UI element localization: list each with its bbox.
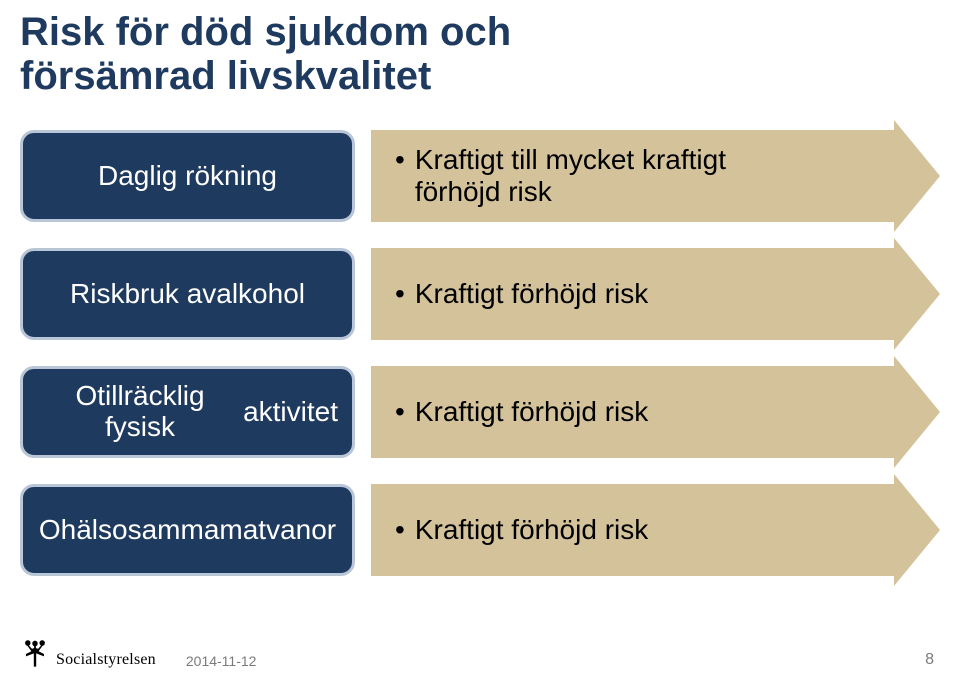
- risk-row: Daglig rökning • Kraftigt till mycket kra…: [20, 126, 940, 226]
- bullet-icon: •: [395, 144, 405, 176]
- footer: Socialstyrelsen 2014-11-12: [20, 639, 256, 669]
- arrow-head-icon: [894, 356, 940, 468]
- title-line-1: Risk för död sjukdom och: [20, 10, 511, 54]
- arrow-line-1: Kraftigt till mycket kraftigt: [415, 144, 726, 175]
- arrow-body: •Kraftigt till mycket kraftigt •förhöjd …: [371, 130, 894, 222]
- pill-label-line-2: alkohol: [216, 279, 305, 310]
- pill-wrap: Otillräcklig fysisk aktivitet: [20, 362, 355, 462]
- arrow-body: • Kraftigt förhöjd risk: [371, 484, 894, 576]
- risk-row: Otillräcklig fysisk aktivitet • Kraftigt …: [20, 362, 940, 462]
- bullet-icon: •: [395, 514, 405, 546]
- pill-wrap: Ohälsosamma matvanor: [20, 480, 355, 580]
- slide-title: Risk för död sjukdom och försämrad livsk…: [20, 10, 940, 98]
- risk-arrow: •Kraftigt till mycket kraftigt •förhöjd …: [371, 126, 940, 226]
- arrow-head-icon: [894, 474, 940, 586]
- risk-row: Ohälsosamma matvanor • Kraftigt förhöjd r…: [20, 480, 940, 580]
- org-name: Socialstyrelsen: [56, 651, 156, 669]
- arrow-text: • Kraftigt förhöjd risk: [395, 514, 648, 546]
- risk-pill-alcohol: Riskbruk av alkohol: [20, 248, 355, 340]
- risk-row: Riskbruk av alkohol • Kraftigt förhöjd ri…: [20, 244, 940, 344]
- pill-wrap: Daglig rökning: [20, 126, 355, 226]
- risk-pill-physical: Otillräcklig fysisk aktivitet: [20, 366, 355, 458]
- crown-logo-icon: [20, 639, 50, 669]
- pill-label-line-1: Ohälsosamma: [39, 515, 220, 546]
- arrow-line-1: Kraftigt förhöjd risk: [415, 278, 648, 309]
- pill-label-line-1: Riskbruk av: [70, 279, 216, 310]
- risk-rows: Daglig rökning • Kraftigt till mycket kra…: [20, 126, 940, 580]
- pill-label-line-2: aktivitet: [243, 397, 338, 428]
- arrow-head-icon: [894, 120, 940, 232]
- footer-date: 2014-11-12: [186, 653, 257, 669]
- org-logo: Socialstyrelsen: [20, 639, 156, 669]
- arrow-body: • Kraftigt förhöjd risk: [371, 248, 894, 340]
- arrow-text: • Kraftigt förhöjd risk: [395, 278, 648, 310]
- bullet-icon: •: [395, 278, 405, 310]
- arrow-line-1: Kraftigt förhöjd risk: [415, 396, 648, 427]
- arrow-body: • Kraftigt förhöjd risk: [371, 366, 894, 458]
- risk-arrow: • Kraftigt förhöjd risk: [371, 244, 940, 344]
- title-line-2: försämrad livskvalitet: [20, 54, 431, 98]
- arrow-head-icon: [894, 238, 940, 350]
- arrow-line-2: förhöjd risk: [415, 176, 552, 207]
- pill-label: Daglig rökning: [98, 161, 277, 192]
- arrow-line-1: Kraftigt förhöjd risk: [415, 514, 648, 545]
- arrow-text: •Kraftigt till mycket kraftigt •förhöjd …: [395, 144, 726, 208]
- pill-label-line-2: matvanor: [219, 515, 336, 546]
- pill-wrap: Riskbruk av alkohol: [20, 244, 355, 344]
- risk-arrow: • Kraftigt förhöjd risk: [371, 480, 940, 580]
- bullet-icon: •: [395, 396, 405, 428]
- page-number: 8: [925, 651, 934, 669]
- risk-arrow: • Kraftigt förhöjd risk: [371, 362, 940, 462]
- slide: Risk för död sjukdom och försämrad livsk…: [0, 0, 960, 687]
- arrow-text: • Kraftigt förhöjd risk: [395, 396, 648, 428]
- risk-pill-diet: Ohälsosamma matvanor: [20, 484, 355, 576]
- risk-pill-smoking: Daglig rökning: [20, 130, 355, 222]
- pill-label-line-1: Otillräcklig fysisk: [37, 381, 243, 443]
